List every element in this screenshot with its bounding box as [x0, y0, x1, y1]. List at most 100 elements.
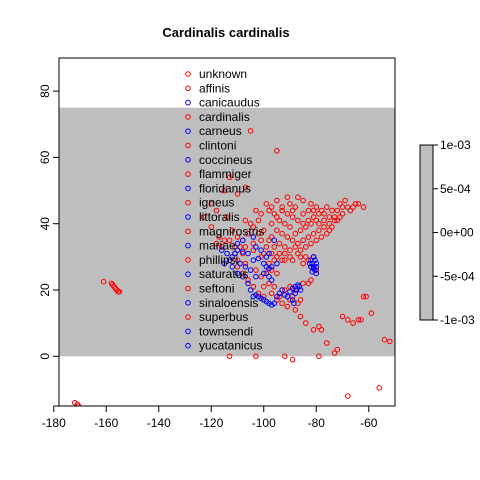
- data-point: [324, 204, 330, 210]
- legend-marker: [185, 271, 191, 278]
- data-point: [258, 247, 264, 253]
- data-point: [284, 194, 291, 200]
- data-point: [300, 211, 306, 217]
- data-point: [308, 277, 314, 283]
- legend-item: sinaloensis: [185, 296, 258, 310]
- data-point: [276, 293, 283, 300]
- data-point: [352, 201, 359, 207]
- data-point: [289, 257, 296, 264]
- data-point: [355, 317, 362, 323]
- data-point: [226, 257, 233, 264]
- x-tick-label: -80: [308, 416, 326, 430]
- data-point: [234, 234, 241, 240]
- plot-area: [58, 57, 396, 407]
- data-point: [100, 278, 107, 285]
- legend-item: yucatanicus: [185, 339, 262, 353]
- data-point: [282, 250, 288, 257]
- data-point: [224, 214, 230, 220]
- y-tick-label: 0: [38, 353, 52, 360]
- legend-marker: [185, 300, 191, 306]
- data-point: [266, 207, 272, 214]
- data-point: [376, 385, 383, 391]
- data-point: [321, 217, 327, 224]
- data-point: [240, 249, 246, 255]
- data-point: [300, 260, 306, 267]
- data-point: [268, 204, 275, 210]
- data-point: [200, 214, 207, 220]
- data-point: [274, 148, 280, 154]
- data-point: [234, 270, 241, 277]
- data-point: [263, 201, 270, 207]
- data-point: [321, 211, 327, 217]
- data-point: [303, 320, 309, 326]
- data-point: [316, 220, 322, 227]
- colorbar-tick-label: -1e-03: [440, 313, 475, 327]
- data-point: [326, 227, 333, 234]
- data-point: [279, 300, 285, 307]
- data-point: [287, 247, 293, 253]
- data-point: [334, 217, 341, 224]
- data-point: [271, 211, 278, 217]
- data-point: [242, 217, 249, 224]
- data-point: [250, 283, 257, 290]
- y-axis: 0 20 40 60 80: [38, 84, 60, 360]
- data-point: [258, 273, 264, 280]
- data-point: [268, 290, 275, 297]
- data-point: [219, 244, 225, 250]
- legend-marker: [185, 328, 191, 335]
- data-point: [271, 244, 278, 250]
- data-point: [250, 234, 257, 240]
- legend-marker: [185, 199, 191, 206]
- colorbar: 1e-03 5e-04 0e+00 -5e-04 -1e-03: [419, 138, 475, 327]
- legend-label: igneus: [199, 196, 234, 210]
- legend-marker: [185, 314, 191, 320]
- data-point: [292, 230, 299, 237]
- data-point: [253, 273, 259, 280]
- data-point: [247, 128, 254, 134]
- data-point: [255, 230, 262, 237]
- data-point: [271, 300, 278, 307]
- data-point: [208, 201, 215, 207]
- data-point: [329, 207, 335, 214]
- data-point: [284, 293, 291, 300]
- data-point: [229, 254, 236, 260]
- data-point: [337, 201, 343, 207]
- data-point: [297, 247, 304, 253]
- legend-marker: [185, 285, 191, 292]
- data-point: [245, 250, 251, 257]
- data-point: [253, 267, 259, 273]
- data-point: [334, 207, 341, 214]
- data-point: [292, 204, 299, 210]
- data-point: [287, 288, 293, 295]
- legend-label: superbus: [199, 310, 248, 324]
- data-point: [292, 307, 299, 313]
- legend-item: igneus: [185, 196, 234, 210]
- legend-marker: [185, 342, 191, 349]
- legend-item: saturatus: [185, 267, 248, 281]
- data-point: [308, 201, 314, 207]
- legend-label: affinis: [199, 81, 230, 95]
- colorbar-tick-label: 0e+00: [440, 226, 474, 240]
- y-tick-label: 40: [38, 217, 52, 231]
- data-point: [287, 224, 293, 230]
- data-point: [339, 211, 346, 217]
- colorbar-tick-label: -5e-04: [440, 269, 475, 283]
- data-point: [297, 227, 304, 234]
- data-point: [334, 346, 341, 353]
- legend-item: affinis: [185, 81, 230, 95]
- data-point: [345, 204, 351, 210]
- data-point: [284, 234, 291, 240]
- legend-marker: [185, 171, 191, 177]
- data-point: [242, 244, 249, 250]
- data-point: [305, 207, 312, 214]
- data-point: [221, 237, 228, 244]
- legend-marker: [185, 185, 191, 192]
- data-point: [345, 317, 351, 323]
- data-point: [355, 201, 362, 207]
- colorbar-tick-label: 5e-04: [440, 182, 471, 196]
- data-point: [240, 250, 246, 257]
- data-point: [250, 224, 257, 230]
- data-point: [271, 237, 278, 244]
- data-point: [229, 227, 236, 234]
- legend-item: floridanus: [185, 181, 251, 195]
